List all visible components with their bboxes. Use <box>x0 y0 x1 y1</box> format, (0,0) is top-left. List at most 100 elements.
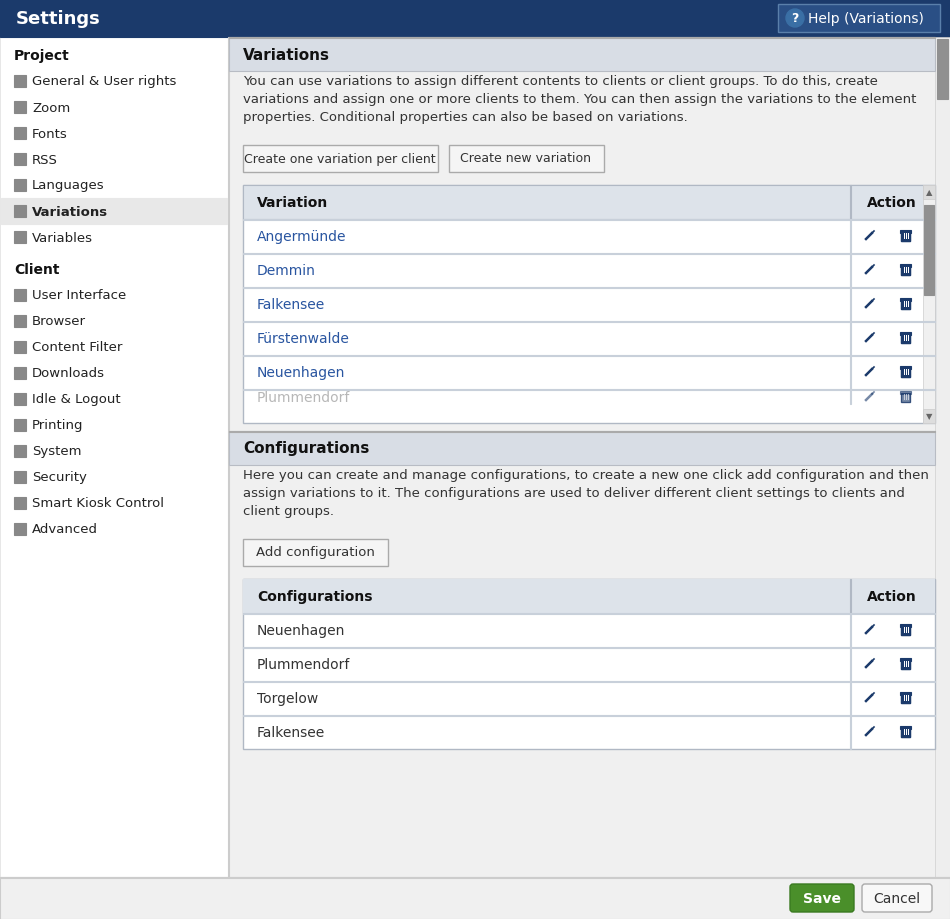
Bar <box>243 647 935 648</box>
Bar <box>900 265 911 267</box>
Text: Languages: Languages <box>32 179 104 192</box>
Bar <box>243 390 935 391</box>
Bar <box>0 877 950 919</box>
Bar <box>14 524 26 536</box>
Bar <box>901 267 910 276</box>
Bar <box>243 539 388 566</box>
Text: Angermünde: Angermünde <box>257 230 347 244</box>
Bar <box>906 394 907 401</box>
Bar <box>906 628 907 633</box>
Text: Help (Variations): Help (Variations) <box>808 12 923 26</box>
Bar <box>14 232 26 244</box>
Text: User Interface: User Interface <box>32 289 126 302</box>
Bar <box>14 153 26 165</box>
Bar <box>904 335 905 342</box>
Bar <box>778 5 940 33</box>
Bar <box>14 471 26 483</box>
Bar <box>906 301 907 308</box>
Bar <box>14 315 26 328</box>
Bar <box>904 394 905 401</box>
Bar <box>901 728 910 737</box>
Bar <box>908 301 909 308</box>
Bar <box>850 322 851 356</box>
Text: Variables: Variables <box>32 232 93 244</box>
Bar <box>229 432 935 466</box>
Bar <box>850 288 851 322</box>
Bar <box>908 628 909 633</box>
Bar <box>0 38 228 877</box>
Text: Downloads: Downloads <box>32 367 105 380</box>
Bar <box>901 660 910 669</box>
Text: Falkensee: Falkensee <box>257 725 325 739</box>
Bar <box>14 393 26 405</box>
Bar <box>904 267 905 274</box>
Bar <box>906 233 907 240</box>
Bar <box>850 613 851 647</box>
Bar <box>14 180 26 192</box>
Bar <box>904 729 905 735</box>
Bar <box>243 186 935 424</box>
Bar <box>243 356 935 357</box>
Text: Action: Action <box>867 589 917 604</box>
Bar <box>449 146 604 173</box>
Text: ▼: ▼ <box>925 412 932 421</box>
Bar <box>243 613 935 614</box>
Bar <box>14 446 26 458</box>
Bar <box>243 220 935 221</box>
Bar <box>901 728 910 737</box>
Bar <box>901 627 910 635</box>
Bar <box>0 0 950 38</box>
Bar <box>906 267 907 274</box>
Bar <box>900 299 911 301</box>
Text: Fonts: Fonts <box>32 128 67 141</box>
Bar <box>850 390 851 404</box>
Bar <box>901 369 910 378</box>
Bar <box>850 647 851 681</box>
Text: Torgelow: Torgelow <box>257 691 318 705</box>
Text: General & User rights: General & User rights <box>32 75 177 88</box>
Text: Configurations: Configurations <box>257 589 372 604</box>
Text: Neuenhagen: Neuenhagen <box>257 366 346 380</box>
Text: System: System <box>32 445 82 458</box>
Bar <box>901 660 910 669</box>
Bar <box>908 233 909 240</box>
Text: Variation: Variation <box>257 196 329 210</box>
Bar <box>901 335 910 344</box>
Bar <box>850 681 851 715</box>
Bar <box>243 715 935 716</box>
Text: variations and assign one or more clients to them. You can then assign the varia: variations and assign one or more client… <box>243 94 917 107</box>
Bar <box>900 367 911 369</box>
Text: Fürstenwalde: Fürstenwalde <box>257 332 350 346</box>
Bar <box>904 301 905 308</box>
Bar <box>924 206 934 296</box>
Bar <box>243 579 935 613</box>
Bar <box>900 231 911 233</box>
Text: Variations: Variations <box>32 205 108 218</box>
Text: Configurations: Configurations <box>243 441 370 456</box>
Bar <box>901 393 910 403</box>
Bar <box>906 696 907 701</box>
Bar <box>243 322 935 323</box>
Bar <box>850 254 851 288</box>
Bar <box>900 658 911 661</box>
Bar <box>14 102 26 114</box>
Bar <box>229 38 935 72</box>
Bar <box>904 233 905 240</box>
Text: properties. Conditional properties can also be based on variations.: properties. Conditional properties can a… <box>243 111 688 124</box>
FancyBboxPatch shape <box>862 884 932 912</box>
Bar <box>908 394 909 401</box>
Circle shape <box>786 10 804 28</box>
Bar <box>937 40 948 100</box>
Bar <box>850 356 851 390</box>
Text: Browser: Browser <box>32 315 86 328</box>
Bar <box>14 420 26 432</box>
Text: Add configuration: Add configuration <box>256 546 374 559</box>
Text: RSS: RSS <box>32 153 58 166</box>
Bar <box>14 128 26 140</box>
Bar <box>850 186 851 220</box>
Text: Smart Kiosk Control: Smart Kiosk Control <box>32 497 164 510</box>
Bar <box>850 579 851 613</box>
Bar <box>923 186 935 199</box>
Text: Advanced: Advanced <box>32 523 98 536</box>
Bar <box>14 206 26 218</box>
